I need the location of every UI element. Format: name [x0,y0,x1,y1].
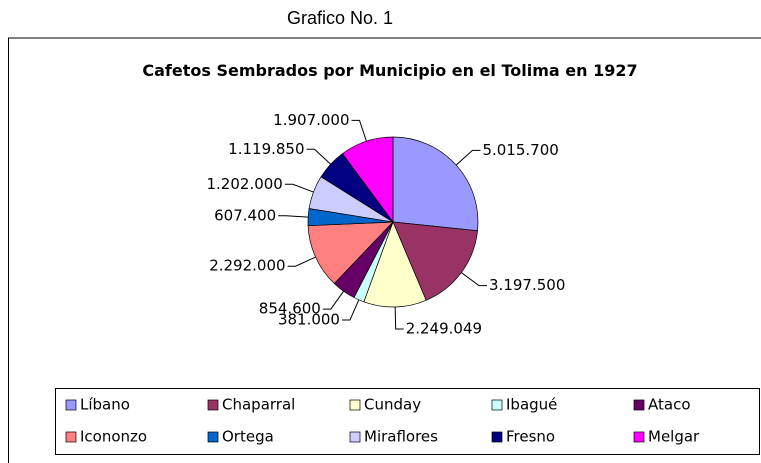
legend-swatch [65,399,77,411]
pie-slice [392,136,479,232]
legend-swatch [207,431,219,443]
legend-label: Miraflores [364,428,438,446]
legend-swatch [491,431,503,443]
leader-line [461,272,488,287]
legend-label: Melgar [648,428,700,446]
legend-label: Ortega [222,428,274,446]
data-label: 5.015.700 [482,141,558,159]
data-label: 607.400 [214,206,276,224]
data-label: 854.600 [259,300,321,318]
leader-line [278,215,309,218]
legend-box [55,388,760,455]
legend-label: Cunday [364,396,421,414]
leader-line [322,290,345,310]
data-label: 1.119.850 [228,140,304,158]
legend-label: Ataco [648,396,691,414]
pie-slice [363,221,427,308]
leader-line [306,148,331,165]
leader-line [351,119,367,142]
legend-swatch [349,399,361,411]
data-label: 3.197.500 [489,276,565,294]
pie-slice [392,221,478,301]
leader-line [284,183,314,193]
legend-swatch [65,431,77,443]
legend-label: Ibagué [506,396,557,414]
data-label: 2.292.000 [209,257,285,275]
legend-swatch [491,399,503,411]
data-label: 1.907.000 [273,111,349,129]
pie-slice [307,221,394,284]
pie-slice [341,136,394,224]
leader-line [287,256,316,267]
legend-swatch [207,399,219,411]
legend-label: Icononzo [80,428,147,446]
chart-title: Cafetos Sembrados por Municipio en el To… [142,61,638,80]
leader-line [394,306,404,330]
legend-swatch [349,431,361,443]
legend-label: Fresno [506,428,555,446]
data-label: 381.000 [278,310,340,328]
legend-swatch [633,399,645,411]
legend-swatch [633,431,645,443]
legend-label: Líbano [80,396,130,414]
leader-line [341,299,360,321]
header-title: Grafico No. 1 [286,8,394,28]
leader-line [455,149,481,166]
legend-label: Chaparral [222,396,295,414]
data-label: 1.202.000 [207,175,283,193]
data-label: 2.249.049 [406,319,482,337]
